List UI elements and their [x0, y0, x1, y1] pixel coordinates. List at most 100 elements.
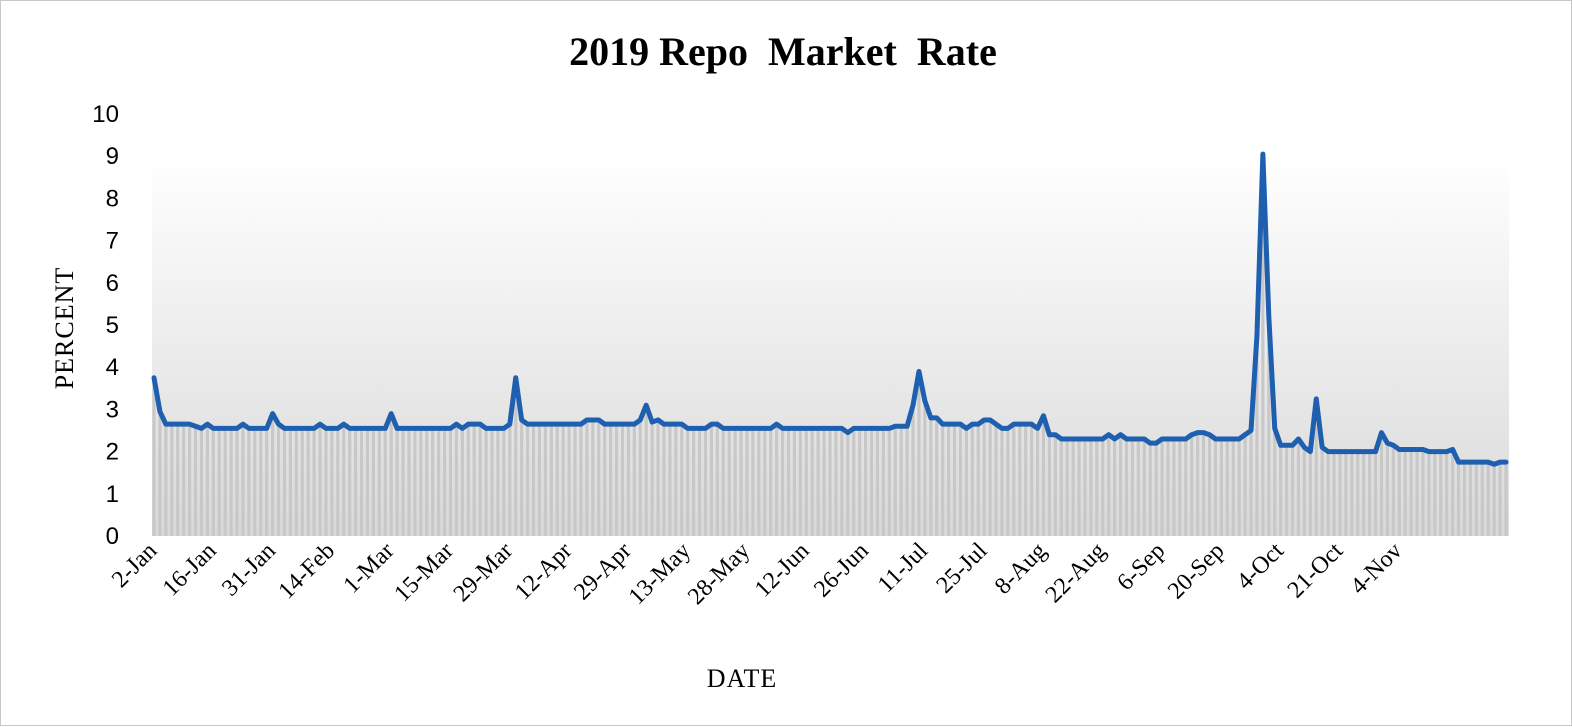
area-bar: [1006, 428, 1010, 536]
area-bar: [259, 428, 263, 536]
y-tick-label: 8: [106, 185, 119, 212]
area-bar: [1504, 462, 1508, 536]
area-bar: [205, 424, 209, 536]
area-bar: [1083, 438, 1087, 536]
area-bar: [970, 424, 974, 536]
x-tick-label: 29-Mar: [449, 538, 518, 607]
area-bar: [496, 428, 500, 536]
area-bar: [1035, 428, 1040, 536]
area-bar: [1154, 443, 1158, 536]
area-bar: [312, 428, 316, 536]
area-bar: [1255, 335, 1259, 536]
area-bar: [348, 428, 352, 536]
area-bar: [745, 428, 749, 536]
area-bar: [923, 400, 927, 536]
area-bar: [419, 428, 423, 536]
y-tick-label: 10: [92, 101, 119, 128]
area-bar: [1136, 438, 1140, 536]
chart-title: 2019 Repo Market Rate: [569, 29, 997, 74]
area-bar: [668, 424, 672, 536]
area-bar: [1101, 438, 1105, 536]
area-bar: [609, 424, 613, 536]
area-bar: [751, 428, 755, 536]
area-bar: [816, 428, 820, 536]
area-bar: [1107, 434, 1111, 536]
y-tick-label: 3: [106, 396, 119, 423]
area-bar: [947, 424, 951, 536]
area-bar: [170, 424, 174, 536]
area-bar: [1279, 445, 1283, 536]
area-bar: [662, 424, 666, 536]
area-bar: [253, 428, 257, 536]
area-fill-hatching: [152, 154, 1508, 536]
area-bar: [1160, 438, 1164, 536]
area-bar: [217, 428, 221, 536]
area-bar: [786, 428, 791, 536]
area-bar: [1041, 415, 1046, 536]
x-tick-label: 6-Sep: [1112, 538, 1170, 596]
area-bar: [537, 424, 542, 536]
area-bar: [484, 428, 488, 536]
area-bar: [1332, 451, 1336, 536]
area-bar: [1059, 438, 1063, 536]
area-bar: [1267, 316, 1271, 536]
y-tick-label: 6: [106, 270, 119, 297]
area-bar: [840, 428, 844, 536]
area-bar: [1356, 451, 1360, 536]
area-bar: [881, 428, 885, 536]
area-bar: [858, 428, 862, 536]
area-bar: [692, 428, 696, 536]
area-bar: [460, 428, 464, 536]
area-bar: [822, 428, 826, 536]
area-bar: [555, 424, 559, 536]
area-bar: [395, 428, 399, 536]
area-bar: [733, 428, 737, 536]
y-tick-label: 0: [106, 523, 119, 550]
area-bar: [1320, 447, 1324, 536]
area-bar: [994, 424, 998, 536]
area-bar: [1018, 424, 1022, 536]
area-bar: [425, 428, 429, 536]
area-bar: [288, 428, 292, 536]
area-bar: [810, 428, 814, 536]
area-bar: [1219, 438, 1223, 536]
repo-rate-line: [151, 151, 1509, 467]
area-bar: [294, 428, 298, 536]
x-tick-label: 21-Oct: [1283, 538, 1349, 604]
area-bar: [1415, 449, 1419, 536]
area-bar: [472, 424, 476, 536]
area-bar: [1047, 434, 1051, 536]
area-bar: [324, 428, 328, 536]
area-bar: [626, 424, 630, 536]
area-bar: [1172, 438, 1176, 536]
area-bar: [371, 428, 375, 536]
area-bar: [674, 424, 678, 536]
area-bar: [1379, 432, 1384, 536]
area-bar: [211, 428, 215, 536]
area-bar: [715, 424, 719, 536]
area-bar: [846, 432, 850, 536]
x-tick-label: 22-Aug: [1041, 538, 1111, 608]
area-bar: [1486, 462, 1490, 536]
area-bar: [1350, 451, 1354, 536]
area-bar: [1077, 438, 1081, 536]
area-bar: [276, 424, 281, 536]
area-bar: [1030, 424, 1034, 536]
area-bar: [1338, 451, 1342, 536]
area-bar: [223, 428, 227, 536]
area-bar: [828, 428, 832, 536]
area-bar: [1421, 449, 1425, 536]
area-bar: [591, 419, 595, 536]
area-bar: [359, 428, 364, 536]
y-tick-label: 2: [106, 439, 119, 466]
area-bar: [466, 424, 470, 536]
area-bar: [638, 419, 642, 536]
area-bar: [697, 428, 702, 536]
area-bar: [603, 424, 607, 536]
area-bar: [508, 424, 512, 536]
area-bar: [929, 417, 933, 536]
area-bar: [1142, 438, 1146, 536]
y-axis-tick-labels: 0 1 2 3 4 5 6 7 8 9 10: [92, 101, 119, 550]
area-bar: [982, 419, 986, 536]
